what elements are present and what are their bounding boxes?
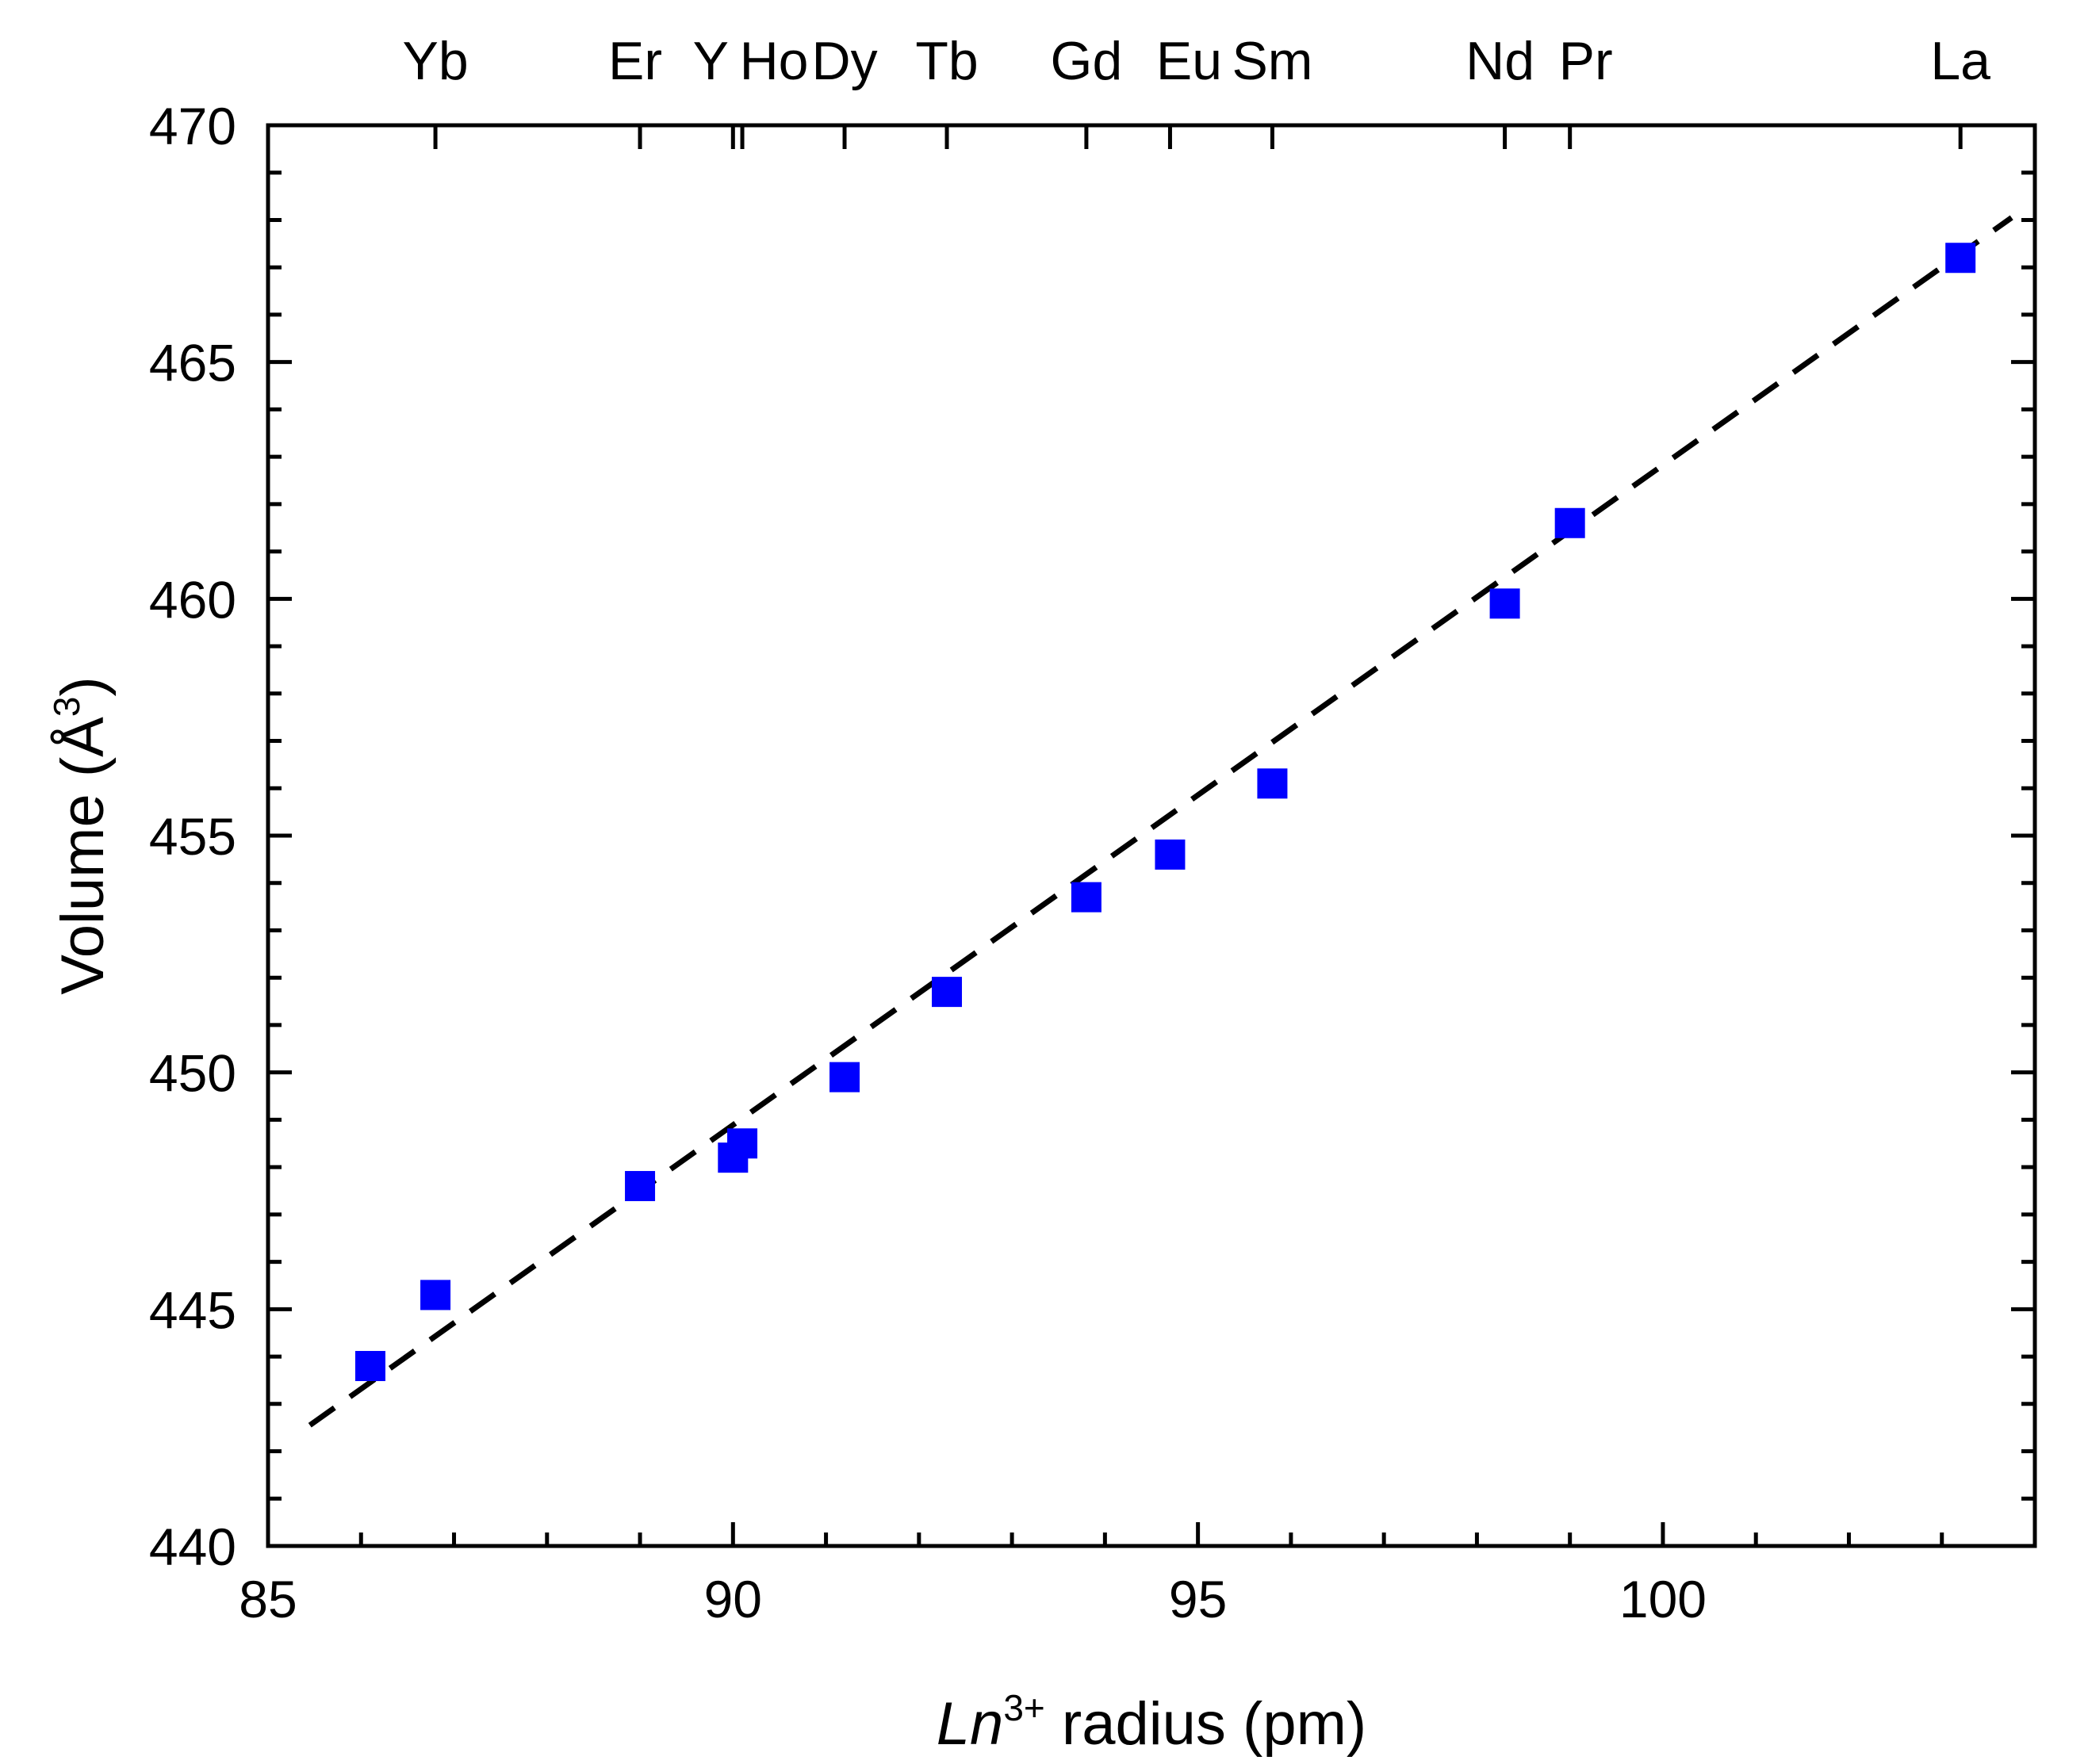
data-points bbox=[354, 243, 1976, 1382]
data-point bbox=[1257, 768, 1288, 799]
data-point bbox=[1554, 507, 1585, 538]
top-label-sm: Sm bbox=[1232, 31, 1312, 91]
top-label-ho: Ho bbox=[740, 31, 809, 91]
axis-ticks bbox=[266, 123, 2037, 1548]
y-tick-label: 440 bbox=[149, 1517, 236, 1576]
top-label-gd: Gd bbox=[1051, 31, 1123, 91]
data-point bbox=[829, 1062, 860, 1092]
top-label-er: Er bbox=[608, 31, 662, 91]
x-axis-title: Ln3+ radius (pm) bbox=[937, 1687, 1366, 1758]
data-point bbox=[1945, 243, 1976, 274]
data-point bbox=[420, 1280, 451, 1311]
top-label-y: Y bbox=[693, 31, 729, 91]
x-axis-title-superscript: 3+ bbox=[1003, 1687, 1044, 1728]
y-tick-labels: 440 445 450 455 460 465 470 bbox=[149, 97, 236, 1576]
x-axis-title-prefix: Ln bbox=[937, 1690, 1004, 1758]
fit-line bbox=[308, 215, 2013, 1428]
y-tick-label: 445 bbox=[149, 1280, 236, 1339]
x-tick-label: 95 bbox=[1169, 1570, 1227, 1628]
y-tick-label: 460 bbox=[149, 570, 236, 629]
top-label-dy: Dy bbox=[811, 31, 877, 91]
x-tick-label: 90 bbox=[704, 1570, 762, 1628]
x-axis-title-suffix: radius (pm) bbox=[1045, 1690, 1366, 1758]
y-axis-title-superscript: 3 bbox=[46, 697, 87, 717]
top-label-la: La bbox=[1930, 31, 1990, 91]
data-point bbox=[1489, 588, 1520, 619]
data-point bbox=[727, 1128, 758, 1159]
top-label-pr: Pr bbox=[1559, 31, 1613, 91]
top-label-nd: Nd bbox=[1465, 31, 1534, 91]
data-point bbox=[932, 977, 963, 1008]
y-tick-label: 465 bbox=[149, 334, 236, 392]
y-axis-title-prefix: Volume (Å bbox=[49, 717, 117, 995]
y-tick-label: 470 bbox=[149, 97, 236, 155]
data-point bbox=[1071, 882, 1101, 913]
data-point bbox=[625, 1171, 656, 1202]
data-point bbox=[354, 1351, 385, 1382]
top-label-yb: Yb bbox=[402, 31, 468, 91]
plot-frame bbox=[266, 123, 2037, 1548]
x-tick-labels: 85 90 95 100 bbox=[239, 1570, 1707, 1628]
y-tick-label: 455 bbox=[149, 807, 236, 866]
y-axis-title-suffix: ) bbox=[49, 676, 117, 696]
top-axis-labels: Yb Er Y Ho Dy Tb Gd Eu Sm Nd Pr La bbox=[402, 31, 1990, 91]
data-point bbox=[1155, 839, 1186, 870]
y-tick-label: 450 bbox=[149, 1044, 236, 1103]
top-label-tb: Tb bbox=[915, 31, 978, 91]
top-label-eu: Eu bbox=[1156, 31, 1222, 91]
y-axis-title: Volume (Å3) bbox=[46, 676, 117, 995]
x-tick-label: 100 bbox=[1619, 1570, 1707, 1628]
x-tick-label: 85 bbox=[239, 1570, 297, 1628]
